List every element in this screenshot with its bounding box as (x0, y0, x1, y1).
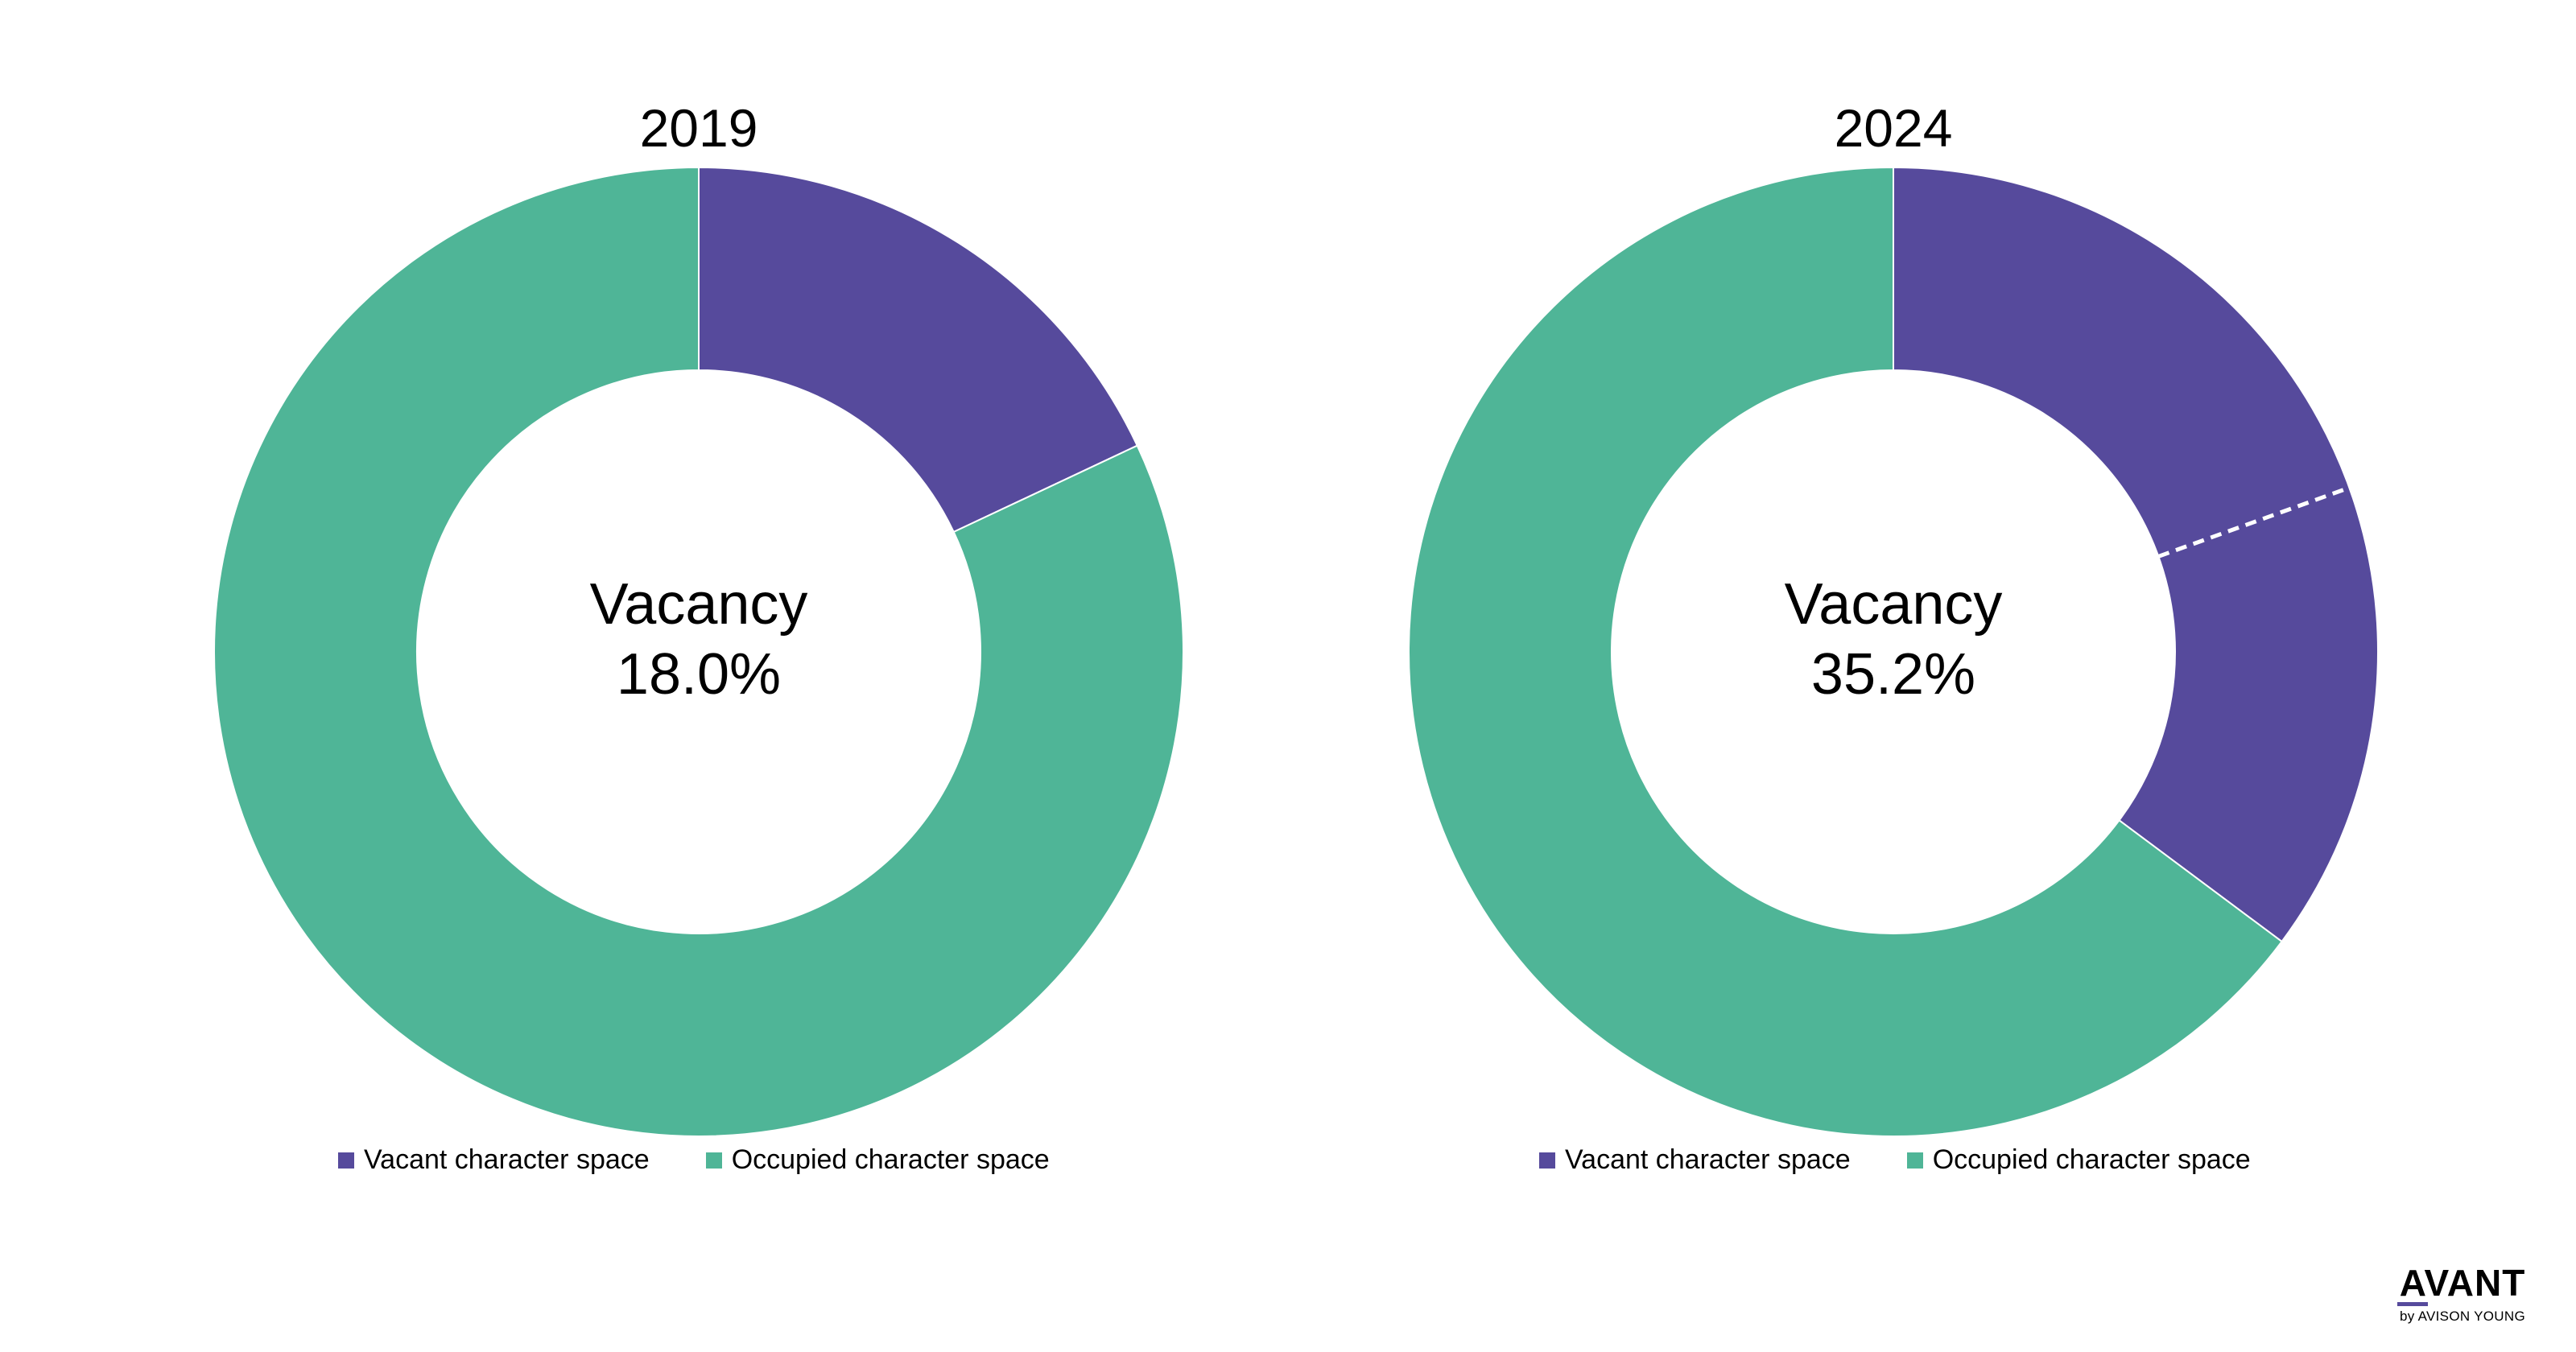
legend-label-vacant: Vacant character space (1565, 1144, 1851, 1175)
center-value-2024: 35.2% (1811, 642, 1975, 707)
donut-chart-2019: 2019 Vacancy 18.0% (213, 98, 1185, 1137)
chart-title-2024: 2024 (1835, 98, 1953, 158)
chart-title-2019: 2019 (640, 98, 758, 158)
donut-chart-2024: 2024 Vacancy 35.2% (1408, 98, 2379, 1137)
logo-wordmark: AVANT (2399, 1262, 2526, 1304)
center-label-2024: Vacancy (1785, 572, 2003, 637)
legend-item-vacant: Vacant character space (338, 1144, 650, 1176)
legend-2024: Vacant character space Occupied characte… (1539, 1144, 2251, 1176)
legend-swatch-vacant (338, 1152, 354, 1169)
center-label-2019: Vacancy (590, 572, 808, 637)
vacant-breakdown-divider (2157, 485, 2351, 559)
avant-logo: AVANT by AVISON YOUNG (2394, 1263, 2531, 1325)
legend-item-occupied: Occupied character space (705, 1144, 1050, 1176)
legend-swatch-vacant (1539, 1152, 1555, 1169)
legend-item-vacant: Vacant character space (1539, 1144, 1851, 1176)
donut-slice-vacant-character-space (698, 166, 1139, 534)
legend-label-occupied: Occupied character space (1932, 1144, 2251, 1175)
legend-label-vacant: Vacant character space (364, 1144, 650, 1175)
center-value-2019: 18.0% (617, 642, 781, 707)
logo-accent-bar (2397, 1302, 2428, 1306)
donut-slice-occupied-character-space (1408, 166, 2283, 1137)
legend-2019: Vacant character space Occupied characte… (338, 1144, 1050, 1176)
donut-slice-occupied-character-space (213, 166, 1185, 1137)
legend-swatch-occupied (705, 1152, 722, 1169)
legend-swatch-occupied (1906, 1152, 1923, 1169)
legend-label-occupied: Occupied character space (731, 1144, 1050, 1175)
legend-item-occupied: Occupied character space (1906, 1144, 2251, 1176)
donut-slice-vacant-character-space (1893, 166, 2379, 943)
logo-tagline: by AVISON YOUNG (2400, 1309, 2525, 1324)
